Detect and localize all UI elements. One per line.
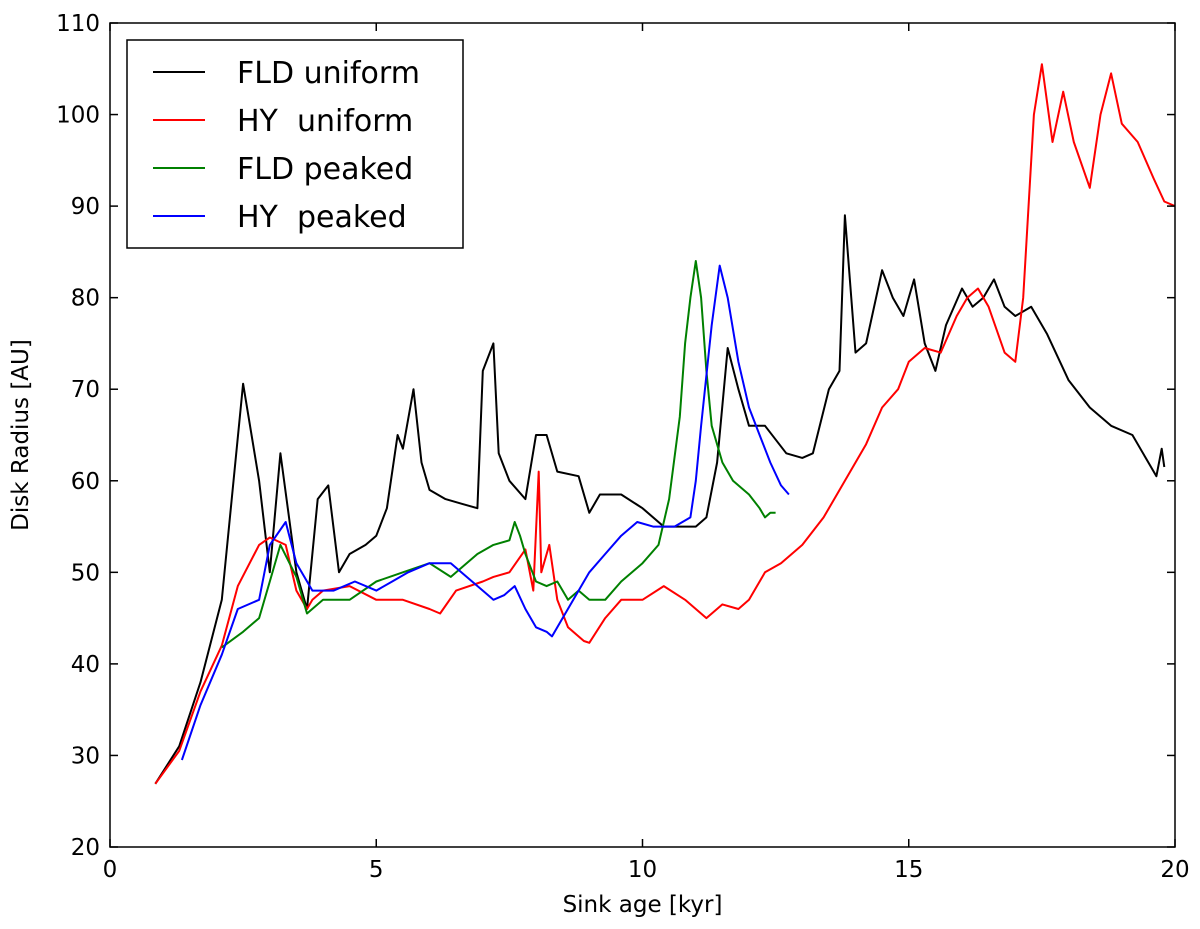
y-tick-label: 90 <box>71 194 100 220</box>
y-tick-label: 100 <box>56 103 100 129</box>
series-line-1 <box>154 214 1166 785</box>
legend-label-4: HY peaked <box>237 200 407 235</box>
x-tick-label: 15 <box>894 857 923 883</box>
legend-box <box>126 39 464 249</box>
y-tick-label: 110 <box>56 11 100 37</box>
x-tick-label: 0 <box>103 857 118 883</box>
x-tick-label: 20 <box>1160 857 1189 883</box>
series-line-4 <box>180 264 790 761</box>
series-line-2 <box>154 63 1175 785</box>
y-tick-label: 50 <box>71 560 100 586</box>
x-axis-label: Sink age [kyr] <box>563 892 723 918</box>
x-tick-label: 5 <box>369 857 384 883</box>
tick-layer: 0 5 10 15 20 20 30 40 50 60 70 80 90 100 110 <box>56 11 1190 883</box>
y-tick-label: 70 <box>71 377 100 403</box>
y-tick-label: 80 <box>71 286 100 312</box>
x-tick-label: 10 <box>628 857 657 883</box>
y-tick-label: 60 <box>71 469 100 495</box>
y-tick-label: 40 <box>71 652 100 678</box>
legend-label-1: FLD uniform <box>237 56 420 91</box>
y-tick-label: 20 <box>71 835 100 861</box>
legend-label-3: FLD peaked <box>237 152 413 187</box>
y-tick-label: 30 <box>71 743 100 769</box>
legend: FLD uniform HY uniform FLD peaked HY peaked <box>126 39 464 249</box>
series-line-3 <box>221 260 776 649</box>
legend-label-2: HY uniform <box>237 104 413 139</box>
series-layer <box>154 63 1175 785</box>
y-axis-label: Disk Radius [AU] <box>8 339 34 531</box>
